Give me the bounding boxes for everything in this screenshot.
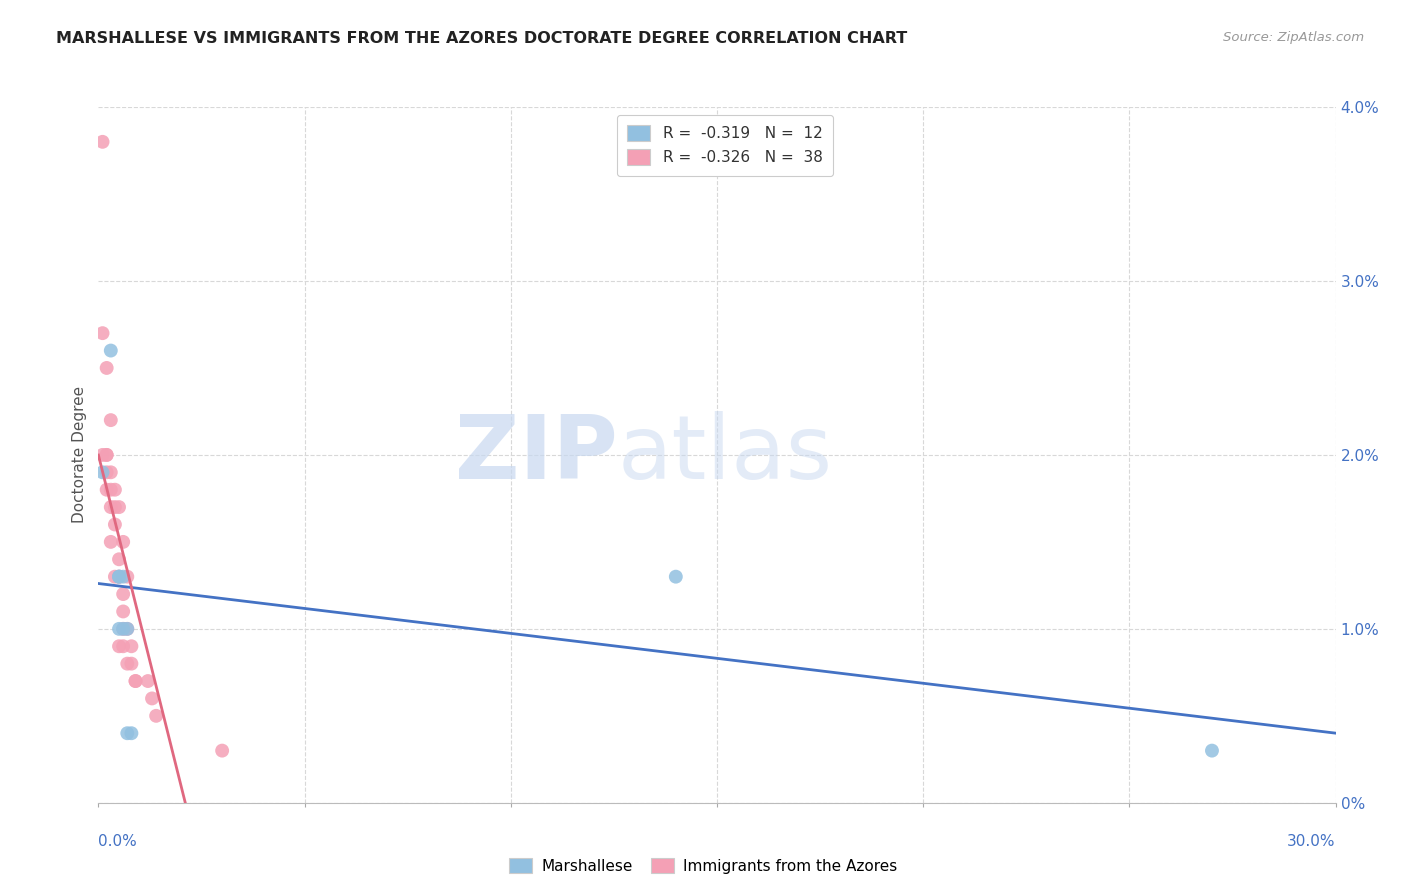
Point [96, 466, 118, 480]
Point [108, 552, 131, 566]
Point [112, 535, 135, 549]
Legend: Marshallese, Immigrants from the Azores: Marshallese, Immigrants from the Azores [503, 852, 903, 880]
Text: 0.0%: 0.0% [98, 834, 138, 849]
Point [91, 448, 114, 462]
Text: 30.0%: 30.0% [1288, 834, 1336, 849]
Point [104, 483, 127, 497]
Point [100, 535, 122, 549]
Text: MARSHALLESE VS IMMIGRANTS FROM THE AZORES DOCTORATE DEGREE CORRELATION CHART: MARSHALLESE VS IMMIGRANTS FROM THE AZORE… [56, 31, 907, 46]
Point [117, 657, 139, 671]
Text: atlas: atlas [619, 411, 834, 499]
Point [108, 622, 131, 636]
Point [117, 622, 139, 636]
Point [91, 466, 114, 480]
Point [124, 674, 146, 689]
Point [96, 448, 118, 462]
Point [96, 448, 118, 462]
Point [120, 657, 142, 671]
Point [117, 726, 139, 740]
Point [124, 674, 146, 689]
Point [120, 639, 142, 653]
Point [100, 500, 122, 514]
Point [112, 605, 135, 619]
Point [112, 570, 135, 584]
Point [104, 517, 127, 532]
Point [136, 674, 159, 689]
Point [108, 570, 131, 584]
Point [112, 587, 135, 601]
Point [112, 622, 135, 636]
Y-axis label: Doctorate Degree: Doctorate Degree [72, 386, 87, 524]
Point [108, 570, 131, 584]
Text: Source: ZipAtlas.com: Source: ZipAtlas.com [1223, 31, 1364, 45]
Point [100, 483, 122, 497]
Point [100, 413, 122, 427]
Point [104, 570, 127, 584]
Point [117, 570, 139, 584]
Point [108, 639, 131, 653]
Point [120, 726, 142, 740]
Point [96, 483, 118, 497]
Point [141, 691, 163, 706]
Point [104, 500, 127, 514]
Point [145, 708, 167, 723]
Legend: R =  -0.319   N =  12, R =  -0.326   N =  38: R = -0.319 N = 12, R = -0.326 N = 38 [617, 115, 834, 176]
Point [91, 326, 114, 340]
Point [108, 570, 131, 584]
Point [117, 622, 139, 636]
Point [1201, 744, 1223, 758]
Point [100, 466, 122, 480]
Point [100, 343, 122, 358]
Point [108, 570, 131, 584]
Point [91, 135, 114, 149]
Point [108, 500, 131, 514]
Point [112, 639, 135, 653]
Point [211, 744, 233, 758]
Text: ZIP: ZIP [456, 411, 619, 499]
Point [112, 622, 135, 636]
Point [665, 570, 688, 584]
Point [96, 360, 118, 375]
